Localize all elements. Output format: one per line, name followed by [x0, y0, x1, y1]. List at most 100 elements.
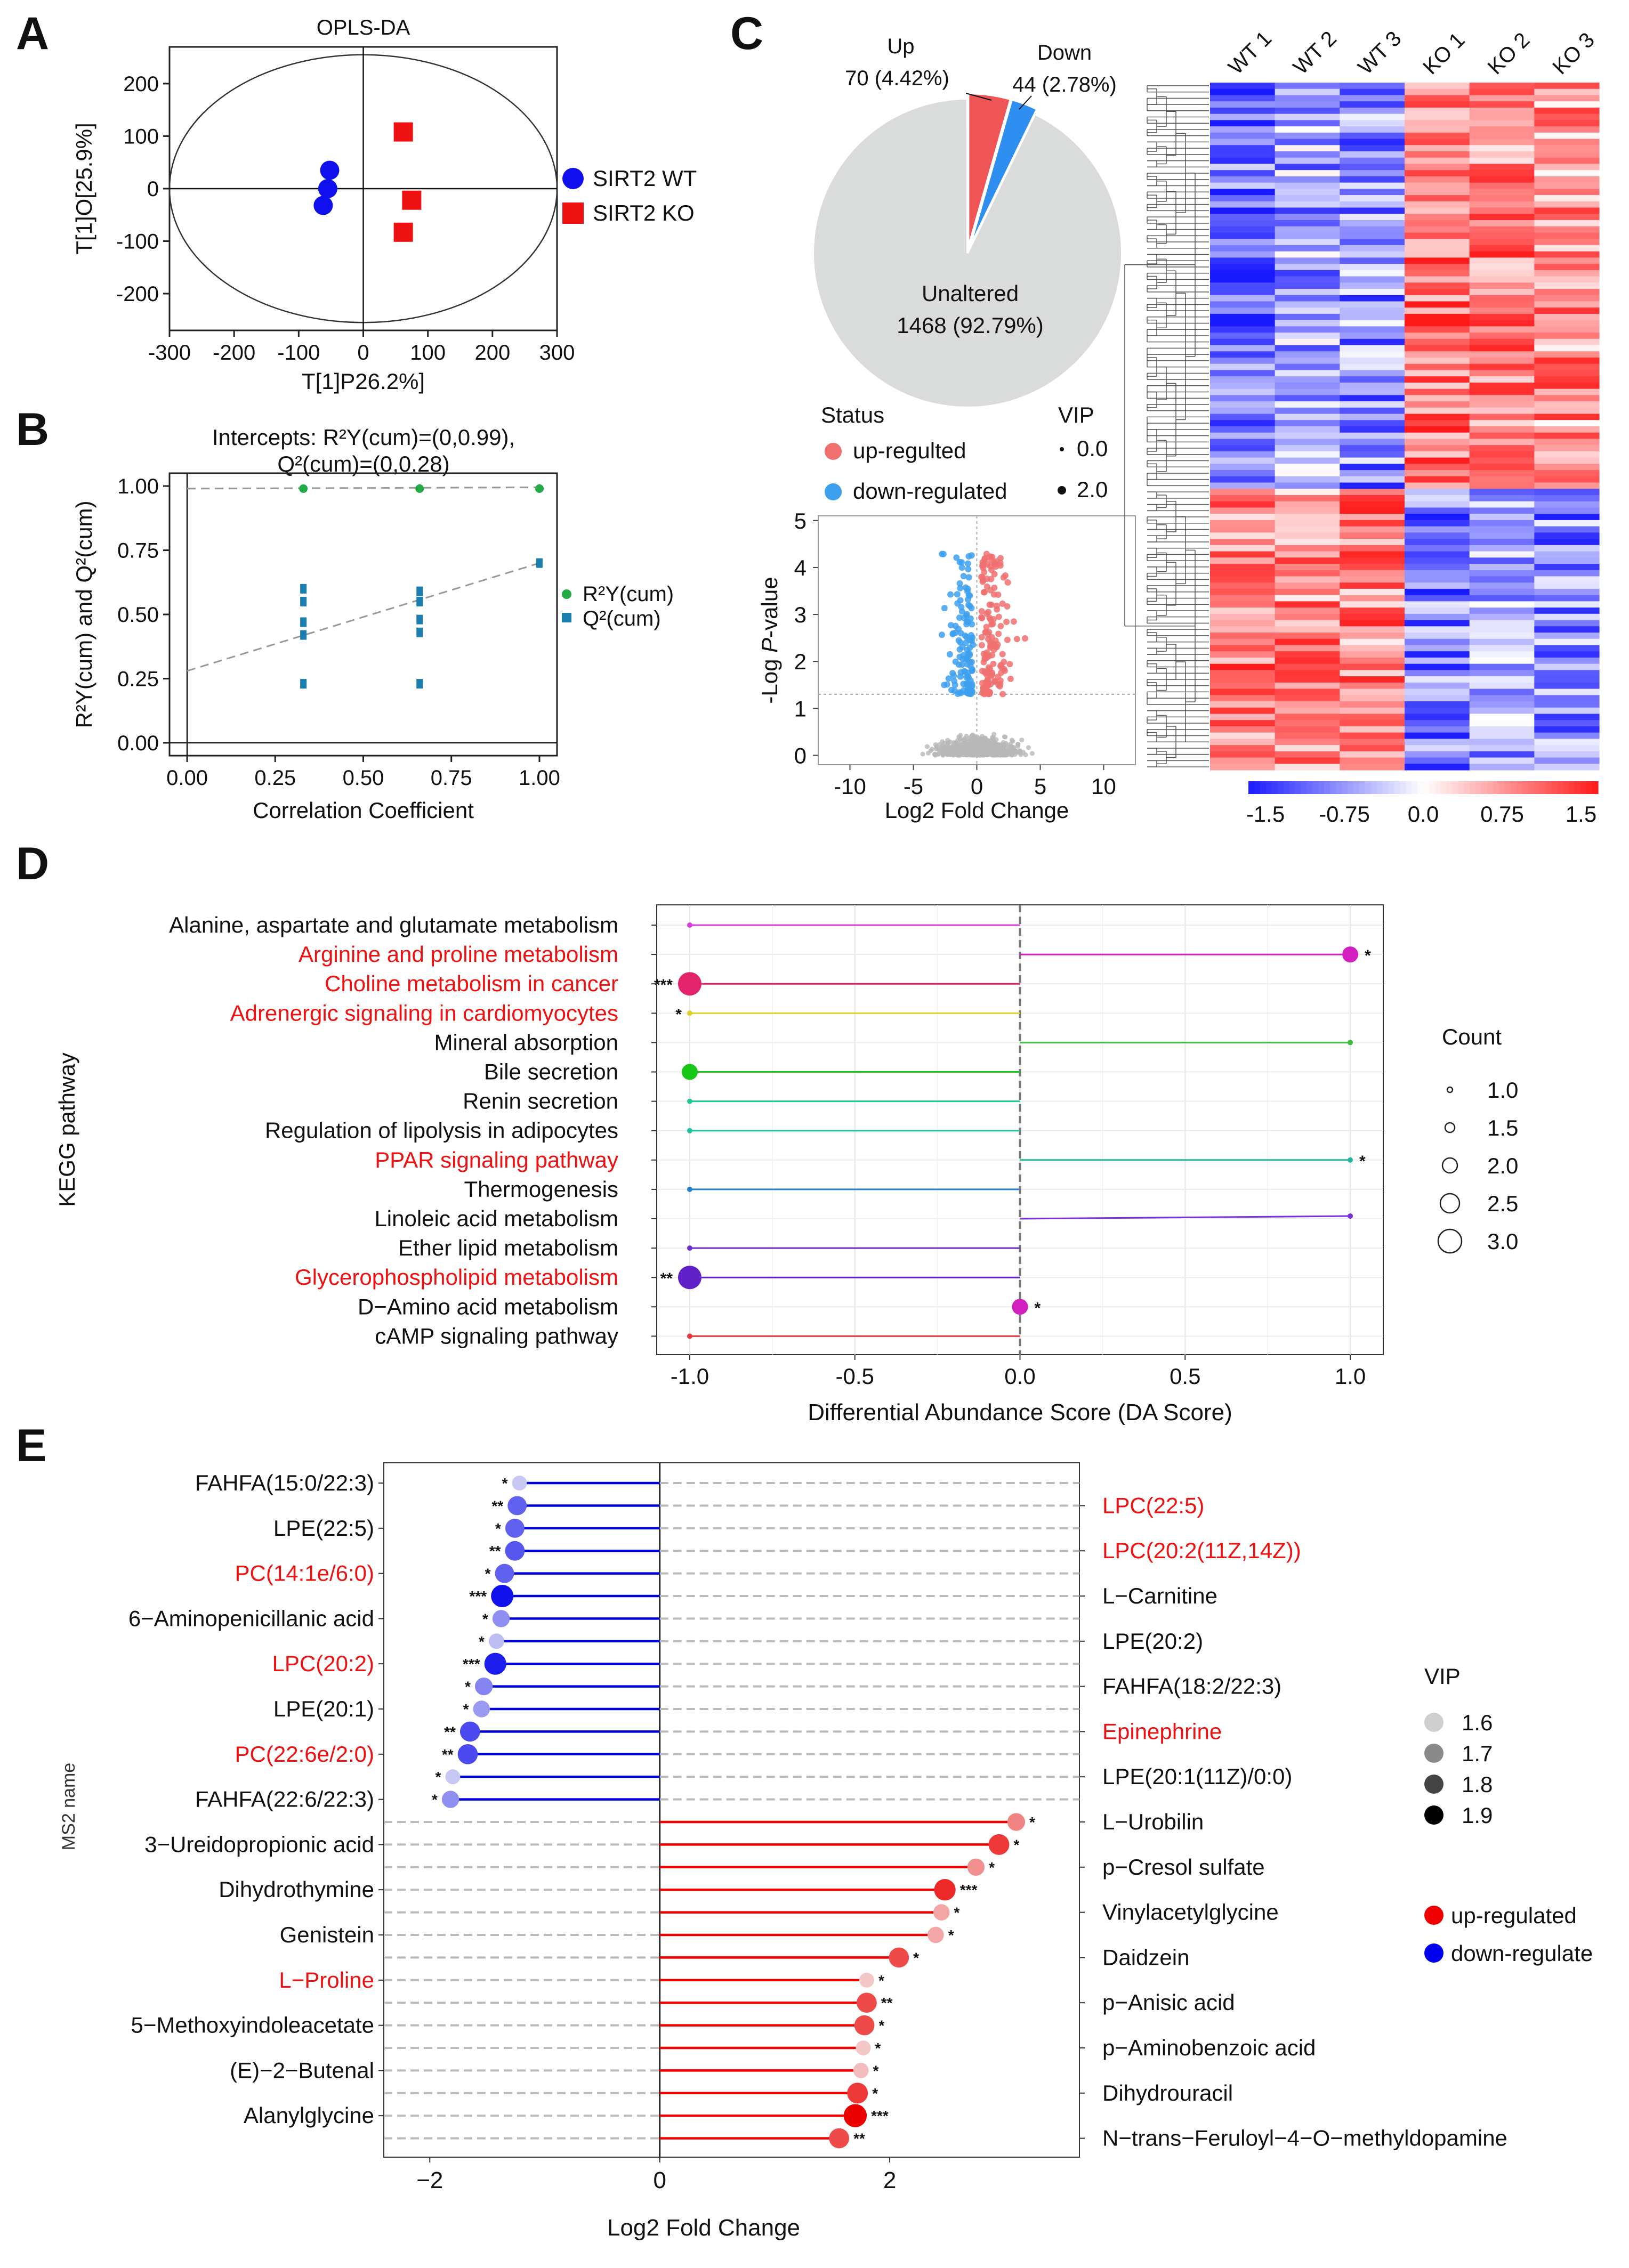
heatmap-cell — [1340, 170, 1405, 177]
heatmap-cell — [1340, 132, 1405, 140]
up-point — [993, 558, 1000, 565]
lollipop-head — [687, 1186, 692, 1192]
heatmap-cell — [1275, 120, 1340, 127]
up-point — [986, 601, 993, 608]
unaltered-point — [956, 751, 962, 757]
heatmap-cell — [1210, 495, 1276, 502]
legend-r2-swatch — [562, 589, 571, 599]
unaltered-point — [1009, 744, 1014, 750]
heatmap-cell — [1405, 551, 1470, 558]
heatmap-cell — [1534, 257, 1600, 264]
lollipop-head — [843, 2104, 867, 2127]
unaltered-point — [940, 739, 945, 744]
lollipop-head — [678, 972, 701, 996]
panel-c-volcano: Status up-regulted down-regulated VIP 0.0 2.0… — [757, 402, 1136, 823]
heatmap-cell — [1210, 139, 1276, 145]
heatmap-cell — [1469, 139, 1535, 145]
heatmap-cell — [1469, 313, 1535, 321]
heatmap-column-label: KO 1 — [1418, 28, 1470, 79]
y-tick-label: 4 — [794, 555, 807, 580]
y-tick-label: 0 — [147, 177, 159, 201]
significance-label: * — [465, 1679, 471, 1695]
legend-wt-swatch — [562, 168, 584, 189]
heatmap-cell — [1275, 720, 1340, 727]
heatmap-cell — [1469, 545, 1535, 552]
heatmap-cell — [1210, 182, 1276, 189]
x-tick-label: −2 — [416, 2167, 443, 2193]
significance-label: *** — [463, 1656, 480, 1672]
heatmap-cell — [1210, 101, 1276, 108]
heatmap-cell — [1210, 576, 1276, 583]
heatmap-cell — [1405, 157, 1470, 165]
heatmap-cell — [1534, 345, 1600, 352]
heatmap-cell — [1405, 682, 1470, 690]
up-point — [978, 634, 985, 641]
heatmap-cell — [1534, 282, 1600, 289]
up-point — [1000, 574, 1007, 581]
metabolite-label-right: LPC(20:2(11Z,14Z)) — [1102, 1538, 1301, 1563]
x-axis-label: Differential Abundance Score (DA Score) — [808, 1399, 1232, 1425]
metabolite-label-right: Daidzein — [1102, 1945, 1189, 1970]
heatmap-cell — [1405, 470, 1470, 477]
heatmap-cell — [1405, 257, 1470, 264]
down-point — [950, 630, 957, 637]
heatmap-cell — [1210, 345, 1276, 352]
up-point — [981, 569, 988, 576]
heatmap-cell — [1469, 107, 1535, 115]
heatmap-cell — [1210, 120, 1276, 127]
x-tick-label: 100 — [410, 341, 446, 365]
heatmap-cell — [1275, 657, 1340, 665]
heatmap-cell — [1405, 170, 1470, 177]
up-point — [1004, 603, 1011, 610]
up-point — [978, 642, 985, 649]
unaltered-point — [996, 747, 1001, 752]
unaltered-point — [970, 732, 975, 738]
colorbar-segment — [1254, 781, 1261, 794]
metabolite-label-left: 3−Ureidopropionic acid — [144, 1832, 374, 1857]
down-point — [954, 691, 961, 698]
heatmap-cell — [1534, 751, 1600, 758]
heatmap-cell — [1275, 401, 1340, 408]
heatmap-cell — [1210, 333, 1276, 339]
heatmap-cell — [1469, 232, 1535, 239]
down-point — [965, 553, 972, 560]
r2-point — [299, 484, 308, 493]
vip-legend-swatch — [1424, 1744, 1443, 1763]
heatmap-cell — [1534, 226, 1600, 233]
heatmap-cell — [1534, 320, 1600, 327]
metabolite-label-left: FAHFA(15:0/22:3) — [195, 1470, 374, 1495]
heatmap-cell — [1210, 489, 1276, 496]
heatmap-cell — [1275, 376, 1340, 383]
heatmap-cell — [1534, 382, 1600, 390]
metabolite-label-left: Genistein — [280, 1922, 374, 1947]
heatmap-cell — [1210, 95, 1276, 102]
heatmap-cell — [1210, 707, 1276, 715]
heatmap-cell — [1210, 633, 1276, 639]
heatmap-cell — [1275, 445, 1340, 452]
heatmap-cell — [1210, 307, 1276, 314]
up-point — [989, 620, 996, 627]
lollipop-head — [687, 1333, 692, 1339]
heatmap-cell — [1469, 414, 1535, 420]
heatmap-column-label: KO 3 — [1548, 28, 1599, 79]
wt-point — [313, 196, 333, 215]
heatmap-cell — [1275, 132, 1340, 140]
heatmap-cell — [1405, 464, 1470, 471]
colorbar-segment — [1394, 781, 1400, 794]
heatmap-cell — [1340, 226, 1405, 233]
heatmap-cell — [1534, 464, 1600, 471]
y-tick-label: 100 — [123, 125, 159, 148]
x-tick-label: 0.0 — [1004, 1364, 1035, 1389]
heatmap-cell — [1275, 526, 1340, 533]
heatmap-cell — [1534, 207, 1600, 214]
heatmap-cell — [1534, 764, 1600, 771]
heatmap-cell — [1210, 720, 1276, 727]
heatmap-cell — [1340, 582, 1405, 589]
heatmap-cell — [1275, 382, 1340, 390]
heatmap-cell — [1210, 257, 1276, 264]
heatmap-cell — [1340, 751, 1405, 758]
heatmap-cell — [1405, 107, 1470, 115]
heatmap-cell — [1534, 201, 1600, 208]
heatmap-cell — [1405, 220, 1470, 227]
heatmap-cell — [1275, 395, 1340, 402]
